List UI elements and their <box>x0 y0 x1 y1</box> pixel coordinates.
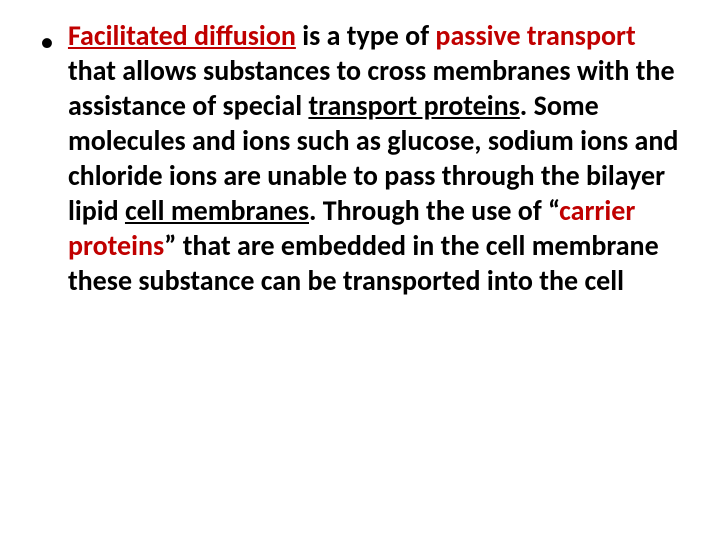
term-passive-transport: passive transport <box>435 18 635 53</box>
bullet-marker: • <box>40 24 54 59</box>
slide-text: Facilitated diffusion is a type of passi… <box>68 18 680 298</box>
term-transport-proteins: transport proteins <box>308 88 519 123</box>
bullet-list-item: • Facilitated diffusion is a type of pas… <box>40 18 680 298</box>
text-run: is a type of <box>296 18 436 53</box>
text-run: . Through the use of “ <box>309 193 559 228</box>
term-facilitated-diffusion: Facilitated diffusion <box>68 18 296 53</box>
term-cell-membranes: cell membranes <box>125 193 309 228</box>
